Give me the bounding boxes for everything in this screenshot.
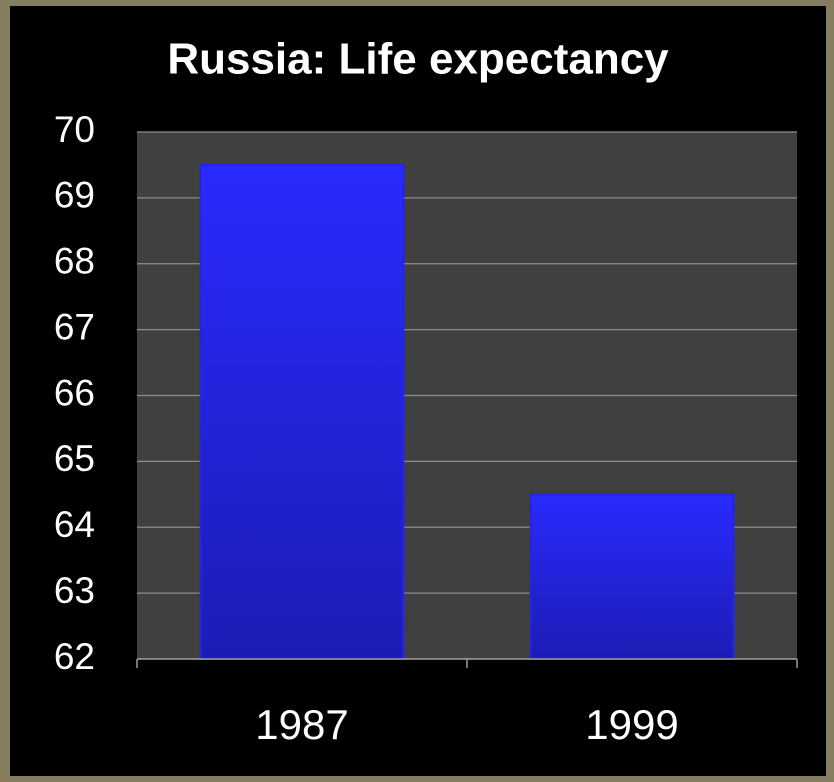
x-tick-label: 1999 [585,701,678,748]
x-tick-label: 1987 [255,701,348,748]
y-tick-label: 62 [54,636,95,677]
chart-title: Russia: Life expectancy [167,35,669,84]
y-tick-label: 66 [54,372,95,413]
bar [199,163,405,660]
y-tick-label: 64 [54,504,95,545]
y-tick-label: 63 [54,570,95,611]
bars [199,163,735,660]
bar [529,493,735,660]
y-tick-label: 67 [54,306,95,347]
y-tick-label: 69 [54,175,95,216]
y-tick-label: 65 [54,438,95,479]
y-tick-label: 68 [54,241,95,282]
y-tick-label: 70 [54,109,95,150]
